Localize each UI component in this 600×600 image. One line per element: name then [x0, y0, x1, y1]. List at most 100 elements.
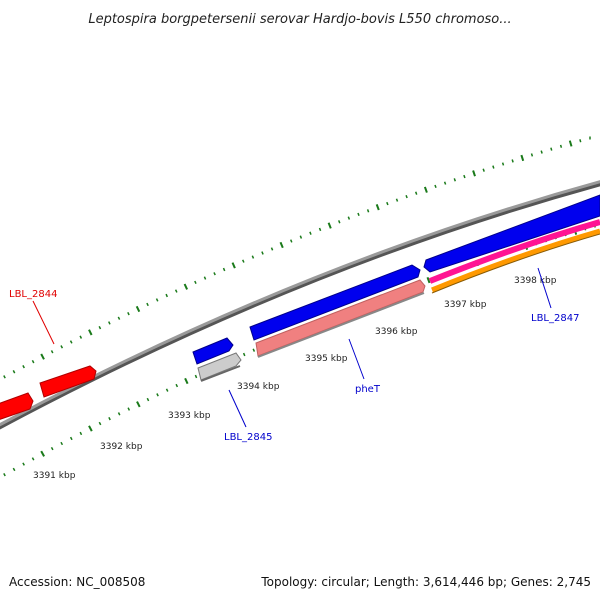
inner-tick: [60, 441, 64, 446]
outer-tick: [127, 311, 130, 316]
outer-tick: [50, 350, 54, 354]
outer-tick: [347, 216, 351, 220]
inner-tick: [88, 425, 93, 432]
scale-label: 3393 kbp: [168, 411, 211, 421]
outer-tick: [501, 162, 505, 166]
outer-tick: [3, 375, 6, 379]
inner-tick: [194, 374, 198, 379]
outer-tick: [375, 204, 380, 211]
leader-lbl-2847: [537, 267, 552, 309]
outer-tick: [386, 201, 389, 206]
outer-tick: [251, 255, 255, 259]
outer-tick-track: [3, 136, 591, 379]
outer-tick: [405, 194, 408, 199]
inner-tick: [252, 348, 256, 352]
gene-lbl-2847-blue[interactable]: [423, 194, 600, 273]
outer-tick: [414, 191, 418, 195]
scale-label: 3395 kbp: [305, 354, 348, 364]
outer-tick: [309, 231, 312, 235]
inner-tick: [40, 450, 45, 457]
gene-phet-edge: [257, 292, 425, 358]
outer-tick: [559, 144, 563, 148]
outer-tick: [550, 147, 553, 151]
inner-tick: [69, 436, 73, 441]
gene-lbl-2845-gray-edge: [200, 365, 241, 382]
inner-tick: [117, 412, 121, 416]
outer-tick: [117, 316, 121, 320]
accession-text: Accession: NC_008508: [9, 575, 145, 589]
scale-labels: 3391 kbp 3392 kbp 3393 kbp 3394 kbp 3395 kbp…: [33, 276, 557, 481]
outer-tick: [203, 276, 207, 280]
gene-label-phet[interactable]: pheT: [355, 384, 381, 395]
orange-feature-track[interactable]: [431, 228, 600, 293]
outer-tick: [146, 302, 149, 307]
inner-tick: [22, 462, 25, 466]
chromosome-backbone: [0, 180, 600, 427]
outer-tick: [299, 235, 303, 239]
gene-label-lbl-2845[interactable]: LBL_2845: [224, 432, 272, 443]
inner-tick: [3, 473, 6, 477]
inner-tick: [146, 397, 150, 402]
gene-lbl-2845-blue[interactable]: [192, 337, 234, 365]
inner-tick: [426, 276, 431, 284]
outer-tick: [174, 289, 178, 293]
outer-tick: [443, 181, 447, 185]
gene-label-lbl-2844[interactable]: LBL_2844: [9, 289, 57, 300]
outer-tick: [183, 283, 189, 290]
outer-tick: [540, 150, 543, 154]
outer-tick: [242, 259, 245, 263]
gene-label-lbl-2847[interactable]: LBL_2847: [531, 313, 579, 324]
outer-tick: [69, 340, 73, 344]
leader-lbl-2845: [228, 389, 247, 428]
scale-label: 3398 kbp: [514, 276, 557, 286]
outer-tick: [423, 186, 428, 193]
outer-tick: [279, 241, 284, 249]
outer-tick: [482, 168, 485, 172]
inner-tick: [175, 383, 179, 388]
gene-phet-blue[interactable]: [249, 264, 421, 341]
inner-tick: [50, 446, 54, 451]
scale-label: 3391 kbp: [33, 471, 76, 481]
scale-label: 3396 kbp: [375, 327, 418, 337]
inner-tick: [12, 467, 16, 472]
outer-tick: [213, 272, 216, 276]
outer-tick: [520, 154, 525, 162]
outer-tick: [222, 267, 226, 272]
leader-lbl-2844: [32, 300, 55, 345]
inner-tick: [98, 421, 102, 426]
outer-tick: [40, 353, 45, 360]
outer-tick: [79, 335, 83, 339]
outer-tick: [270, 247, 274, 251]
inner-tick: [242, 352, 246, 357]
outer-tick: [60, 345, 64, 349]
outer-tick: [290, 239, 293, 243]
outer-tick: [318, 227, 322, 232]
gene-lbl-2845-gray[interactable]: [197, 352, 242, 381]
outer-tick: [22, 365, 25, 369]
magenta-feature-track[interactable]: [428, 219, 600, 284]
chromosome-backbone-shadow: [0, 181, 600, 430]
outer-tick: [568, 140, 573, 147]
outer-tick: [395, 198, 399, 202]
gene-lbl-2844-upstream[interactable]: [0, 392, 34, 421]
outer-tick: [492, 165, 495, 169]
inner-tick: [184, 377, 189, 385]
inner-tick: [156, 393, 159, 397]
scale-label: 3392 kbp: [100, 442, 143, 452]
map-title: Leptospira borgpetersenii serovar Hardjo…: [88, 12, 511, 27]
outer-tick: [453, 178, 457, 182]
gene-phet[interactable]: [255, 279, 426, 357]
outer-tick: [338, 220, 341, 224]
outer-tick: [88, 329, 93, 336]
gene-lbl-2844[interactable]: [39, 365, 97, 398]
scale-label: 3397 kbp: [444, 300, 487, 310]
outer-tick: [472, 170, 476, 177]
orange-feature-track-edge: [431, 233, 600, 294]
outer-tick: [31, 359, 35, 364]
outer-tick: [463, 174, 466, 179]
outer-tick: [98, 325, 102, 330]
outer-tick: [155, 298, 159, 302]
outer-tick: [108, 321, 111, 325]
